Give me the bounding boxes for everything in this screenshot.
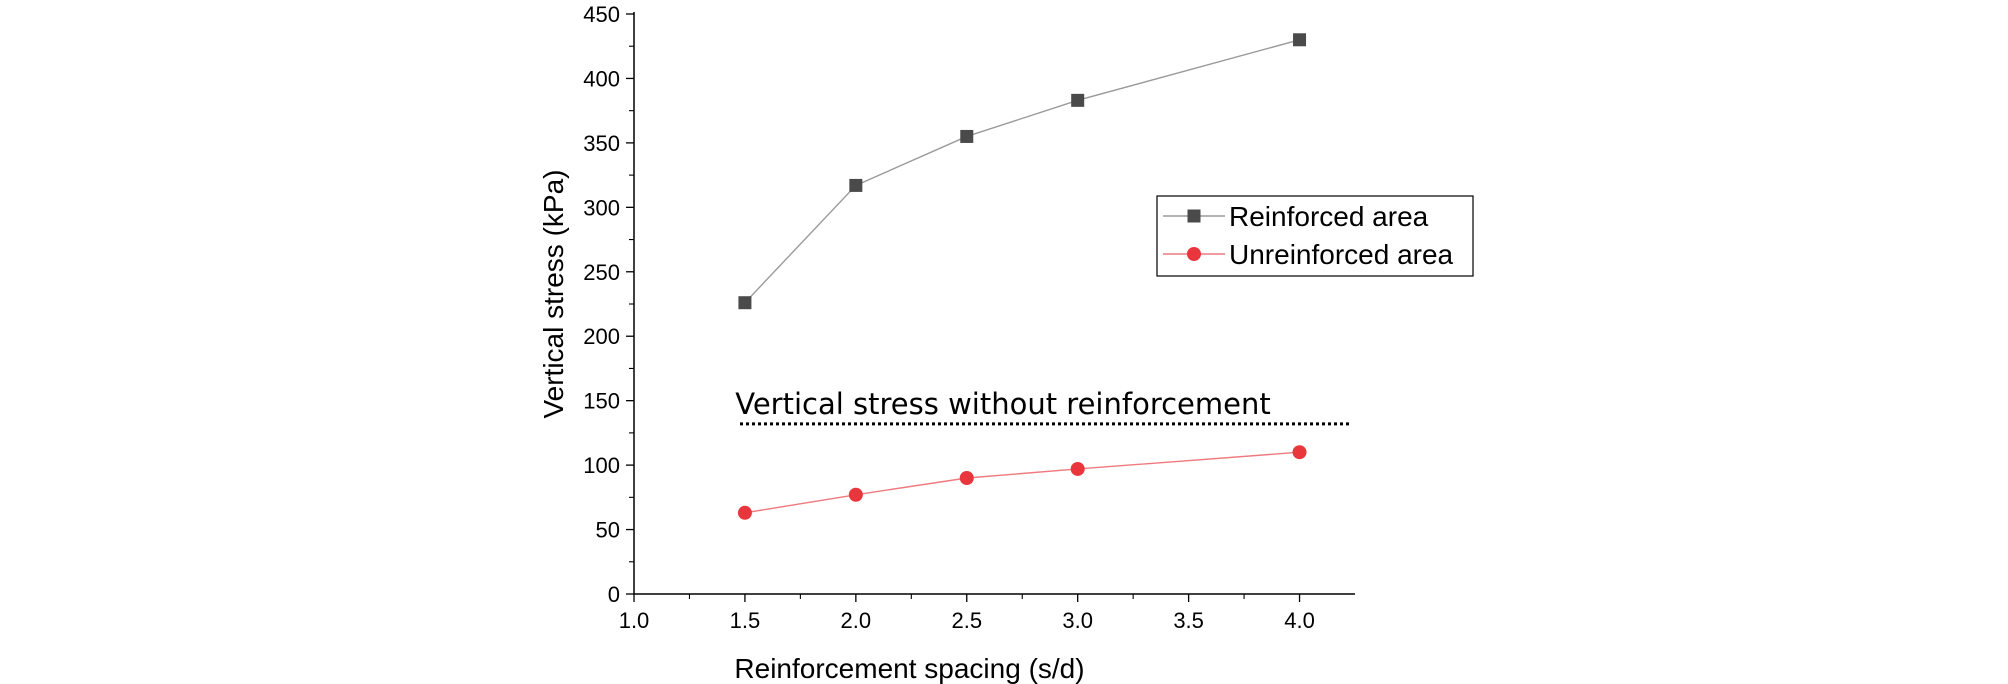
legend: Reinforced area Unreinforced area — [1156, 195, 1474, 277]
x-axis-title: Reinforcement spacing (s/d) — [734, 653, 1084, 684]
legend-label-reinforced: Reinforced area — [1229, 201, 1429, 232]
data-point-unreinforced — [959, 471, 974, 485]
y-tick-label: 250 — [583, 260, 620, 285]
legend-box — [1156, 195, 1474, 277]
y-axis-title: Vertical stress (kPa) — [538, 170, 569, 419]
data-point-reinforced — [1071, 93, 1085, 107]
legend-marker-reinforced — [1187, 209, 1201, 223]
y-tick-label: 450 — [583, 2, 620, 27]
y-tick-label: 300 — [583, 195, 620, 220]
reference-line-group: Vertical stress without reinforcement — [735, 387, 1352, 426]
legend-label-unreinforced: Unreinforced area — [1229, 239, 1454, 270]
series-line-unreinforced — [744, 451, 1300, 514]
x-tick-label: 3.0 — [1062, 608, 1093, 633]
axes: 1.0 1.5 2.0 2.5 3.0 3.5 4.0 0 50 100 150 200 250 300 3… — [583, 2, 1355, 633]
data-point-reinforced — [738, 296, 752, 310]
reference-line-label: Vertical stress without reinforcement — [735, 387, 1270, 421]
y-tick-label: 50 — [596, 518, 620, 543]
data-point-reinforced — [960, 129, 974, 143]
data-point-unreinforced — [848, 487, 863, 502]
y-tick-label: 400 — [583, 66, 620, 91]
x-tick-label: 1.0 — [619, 608, 650, 633]
data-point-unreinforced — [1292, 445, 1307, 460]
data-point-unreinforced — [737, 505, 752, 520]
series-group — [737, 33, 1307, 520]
y-tick-label: 0 — [608, 582, 620, 607]
x-tick-label: 1.5 — [730, 608, 761, 633]
y-tick-label: 350 — [583, 131, 620, 156]
data-point-unreinforced — [1070, 461, 1085, 476]
x-tick-label: 4.0 — [1284, 608, 1315, 633]
x-tick-label: 3.5 — [1173, 608, 1204, 633]
y-tick-label: 100 — [583, 453, 620, 478]
x-tick-label: 2.5 — [951, 608, 982, 633]
x-tick-label: 2.0 — [841, 608, 872, 633]
data-point-reinforced — [849, 178, 863, 192]
data-point-reinforced — [1293, 33, 1307, 47]
y-tick-label: 200 — [583, 324, 620, 349]
legend-marker-unreinforced — [1187, 247, 1201, 261]
y-tick-label: 150 — [583, 389, 620, 414]
